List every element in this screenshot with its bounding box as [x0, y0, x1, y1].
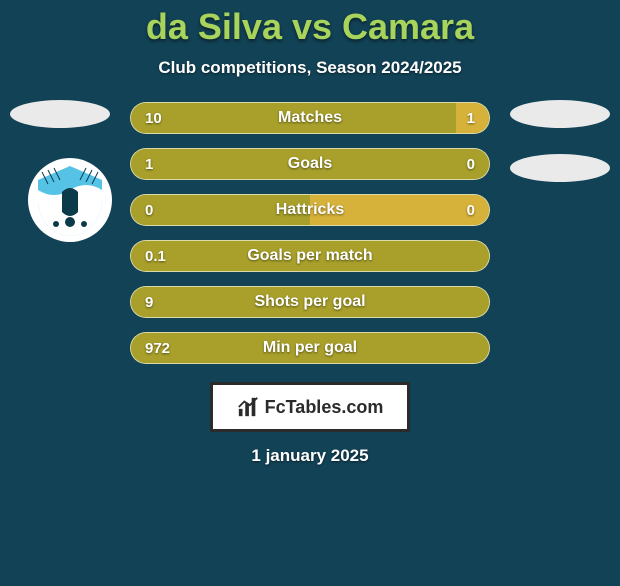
stat-row: Shots per goal9	[130, 286, 490, 318]
club-badge-left	[28, 158, 112, 242]
stat-row: Matches101	[130, 102, 490, 134]
footer-date: 1 january 2025	[0, 446, 620, 466]
stat-left-fill	[131, 149, 489, 179]
page-subtitle: Club competitions, Season 2024/2025	[0, 58, 620, 78]
chart-icon	[237, 396, 259, 418]
player-right-placeholder-1	[510, 100, 610, 128]
stat-row: Goals per match0.1	[130, 240, 490, 272]
brand-logo-box[interactable]: FcTables.com	[210, 382, 410, 432]
comparison-panel: Matches101 Goals10 Hattricks00 Goals per ma…	[0, 102, 620, 364]
stat-row: Goals10	[130, 148, 490, 180]
page-title: da Silva vs Camara	[0, 6, 620, 48]
stat-right-fill	[456, 103, 489, 133]
brand-name: FcTables.com	[265, 397, 384, 418]
stat-left-fill	[131, 103, 456, 133]
player-left-placeholder	[10, 100, 110, 128]
stat-bars: Matches101 Goals10 Hattricks00 Goals per ma…	[130, 102, 490, 364]
stat-left-fill	[131, 241, 489, 271]
stat-left-fill	[131, 287, 489, 317]
player-right-placeholder-2	[510, 154, 610, 182]
stat-row: Hattricks00	[130, 194, 490, 226]
stat-row: Min per goal972	[130, 332, 490, 364]
stat-right-fill	[310, 195, 489, 225]
stat-left-fill	[131, 333, 489, 363]
shield-icon	[32, 162, 108, 238]
stat-left-fill	[131, 195, 310, 225]
